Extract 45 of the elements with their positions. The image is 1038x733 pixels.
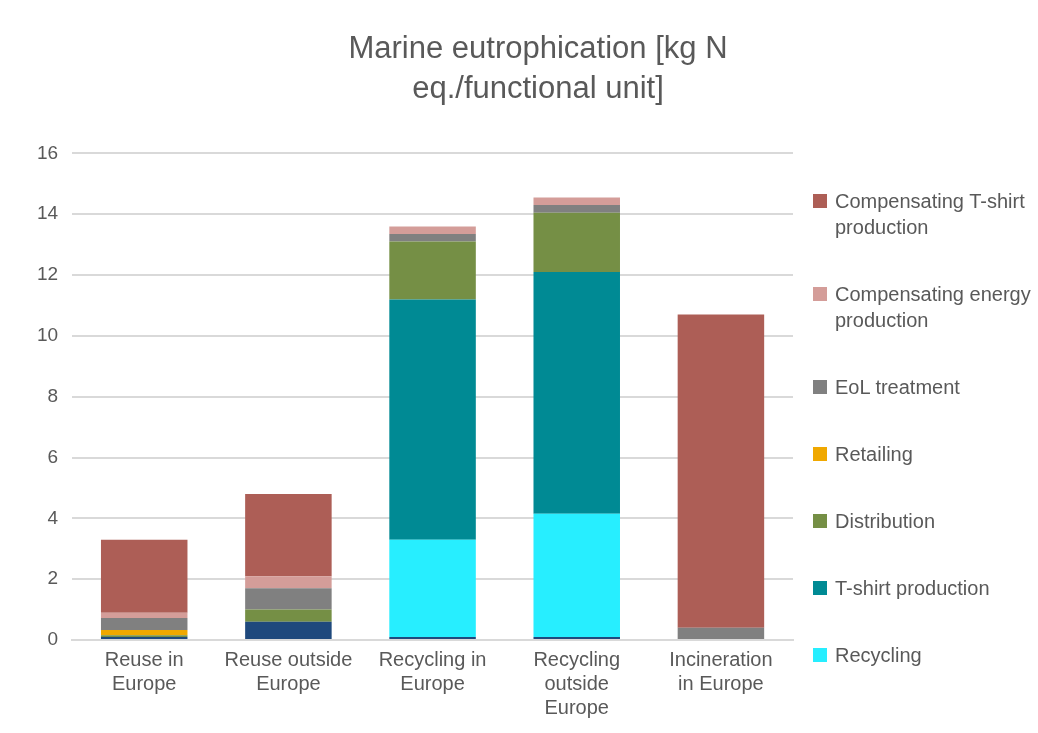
- bar: [245, 609, 332, 622]
- chart-title: Marine eutrophication [kg N eq./functional unit]: [347, 29, 729, 107]
- bar: [245, 588, 332, 610]
- bar: [533, 636, 620, 639]
- x-tick-label: Reuse outside Europe: [224, 647, 353, 694]
- bar: [100, 539, 188, 613]
- bar: [533, 205, 620, 213]
- legend-label: EoL treatment: [835, 375, 960, 400]
- x-tick-label: Reuse in Europe: [104, 647, 184, 694]
- x-tick-label: Recycling in Europe: [378, 647, 487, 694]
- bar: [533, 197, 620, 206]
- y-tick-label: 4: [47, 506, 59, 528]
- bar: [389, 233, 476, 242]
- legend-label: Compensating energy production: [835, 282, 1032, 333]
- bar: [100, 629, 188, 636]
- bar: [533, 212, 620, 273]
- bar: [100, 612, 188, 619]
- bar: [389, 539, 476, 637]
- bar: [389, 299, 476, 540]
- y-tick-label: 6: [47, 445, 59, 467]
- bar: [100, 618, 188, 630]
- bar: [389, 636, 476, 639]
- bar: [533, 272, 620, 514]
- bar: [245, 494, 332, 577]
- y-tick-label: 16: [36, 141, 59, 163]
- y-tick-label: 10: [36, 324, 59, 346]
- bar: [677, 314, 765, 628]
- bar: [389, 241, 476, 300]
- legend-label: Distribution: [835, 509, 936, 534]
- bar: [245, 576, 332, 589]
- x-tick-label: Recycling outside Europe: [533, 647, 621, 718]
- y-tick-label: 8: [47, 384, 59, 406]
- y-tick-label: 14: [36, 202, 59, 224]
- legend-label: Compensating T-shirt production: [835, 189, 1026, 240]
- bar: [245, 621, 332, 639]
- legend-label: T-shirt production: [835, 576, 990, 601]
- bar: [533, 513, 620, 637]
- bar: [677, 627, 765, 639]
- y-tick-label: 0: [47, 628, 59, 650]
- y-tick-label: 2: [47, 567, 59, 589]
- y-tick-label: 12: [36, 263, 59, 285]
- legend-label: Retailing: [835, 442, 913, 467]
- bar: [389, 226, 476, 234]
- legend-label: Recycling: [835, 643, 922, 668]
- x-tick-label: Incineration in Europe: [669, 647, 773, 694]
